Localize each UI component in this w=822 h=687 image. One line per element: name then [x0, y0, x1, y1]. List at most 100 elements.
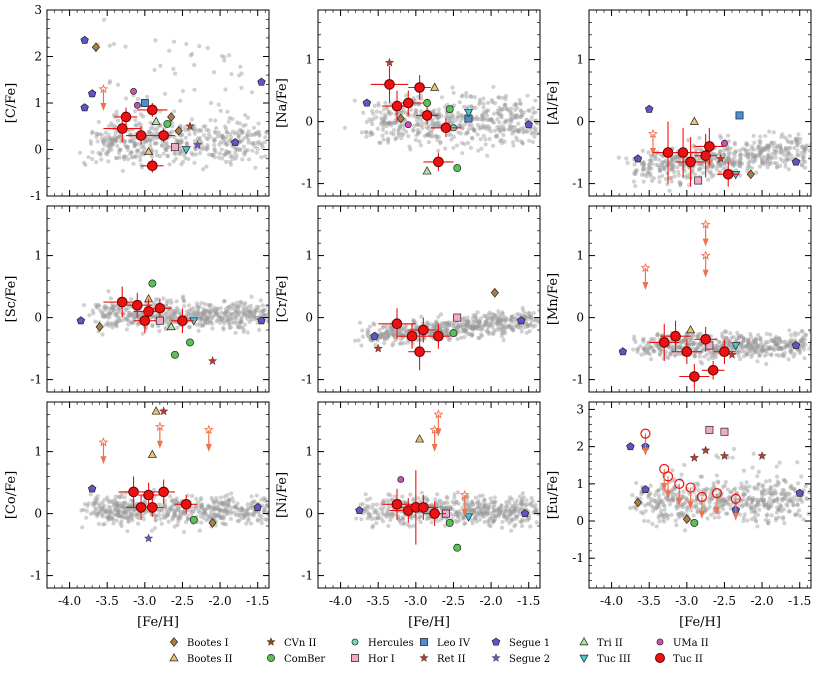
halo-star-point — [227, 325, 232, 331]
point-ret-ii — [373, 343, 383, 353]
halo-star-point — [462, 334, 467, 340]
halo-star-point — [152, 513, 157, 518]
point-comber — [453, 164, 462, 173]
halo-star-point — [463, 319, 468, 324]
halo-star-point — [98, 308, 103, 313]
halo-star-point — [775, 343, 781, 348]
halo-star-point — [217, 507, 222, 512]
halo-star-point — [184, 140, 189, 146]
halo-star-point — [384, 324, 389, 329]
halo-star-point — [773, 340, 778, 345]
halo-star-point — [470, 333, 475, 338]
halo-star-point — [656, 345, 661, 350]
halo-star-point — [252, 317, 257, 322]
halo-star-point — [768, 345, 773, 350]
halo-star-point — [252, 132, 258, 137]
halo-star-point — [212, 512, 218, 517]
halo-star-point — [248, 314, 253, 319]
halo-star-point — [162, 504, 167, 509]
halo-star-point — [499, 112, 504, 118]
halo-star-point — [747, 164, 752, 169]
halo-star-point — [749, 151, 754, 156]
tuc2-point — [147, 502, 158, 513]
halo-star-point — [153, 297, 158, 302]
halo-star-point — [105, 321, 110, 327]
halo-star-point — [126, 322, 131, 327]
halo-star-point — [102, 521, 107, 527]
halo-star-point — [99, 157, 104, 162]
halo-star-point — [124, 316, 129, 321]
halo-star-point — [513, 115, 518, 120]
halo-star-point — [497, 120, 502, 125]
halo-star-point — [170, 313, 175, 318]
halo-star-point — [721, 167, 726, 172]
halo-star-point — [512, 508, 517, 513]
halo-star-point — [174, 310, 179, 315]
halo-star-point — [171, 316, 176, 321]
halo-star-point — [238, 147, 243, 152]
halo-star-point — [384, 123, 389, 129]
halo-star-point — [671, 345, 676, 350]
halo-star-point — [464, 329, 469, 334]
halo-star-point — [504, 500, 509, 505]
halo-star-point — [108, 136, 113, 141]
halo-star-point — [195, 309, 201, 314]
halo-star-point — [196, 328, 201, 333]
halo-star-point — [178, 510, 183, 515]
halo-star-point — [759, 341, 764, 346]
panel-plot-area — [79, 406, 269, 543]
halo-star-point — [193, 506, 198, 512]
halo-star-point — [798, 136, 803, 142]
halo-star-point — [502, 139, 507, 144]
halo-star-point — [509, 111, 514, 116]
halo-star-point — [514, 312, 520, 317]
tuc2-point — [406, 330, 418, 342]
halo-star-point — [509, 117, 514, 122]
halo-star-point — [360, 501, 366, 507]
halo-star-point — [259, 521, 264, 526]
halo-star-point — [405, 340, 410, 345]
halo-star-point — [736, 353, 741, 358]
halo-star-point — [640, 168, 645, 173]
halo-star-point — [247, 309, 253, 315]
halo-star-point — [678, 181, 683, 186]
halo-star-point — [236, 508, 241, 513]
halo-star-point — [491, 505, 496, 510]
halo-star-point — [193, 505, 198, 510]
halo-star-point — [244, 316, 250, 321]
halo-star-point — [533, 509, 539, 514]
halo-star-point — [468, 325, 473, 330]
halo-star-point — [420, 125, 425, 131]
halo-star-point — [438, 312, 444, 317]
halo-star-point — [419, 337, 424, 342]
halo-star-point — [94, 134, 99, 140]
halo-star-point — [241, 136, 246, 141]
halo-star-point — [504, 514, 509, 520]
halo-star-point — [368, 496, 373, 501]
halo-star-point — [384, 336, 389, 341]
halo-star-point — [493, 499, 498, 504]
halo-star-point — [109, 142, 115, 147]
halo-star-point — [136, 121, 142, 126]
halo-star-point — [616, 155, 621, 160]
halo-star-point — [503, 96, 508, 101]
halo-star-point — [713, 347, 718, 352]
halo-star-point — [243, 148, 248, 153]
halo-star-point — [253, 510, 258, 515]
halo-star-point — [700, 347, 705, 352]
halo-star-point — [403, 326, 408, 331]
halo-star-point — [656, 163, 661, 168]
panel-plot-area — [353, 287, 540, 371]
halo-star-point — [445, 500, 450, 505]
halo-star-point — [166, 511, 171, 516]
halo-star-point — [522, 325, 527, 330]
halo-star-point — [462, 141, 467, 147]
halo-star-point — [113, 139, 119, 144]
halo-star-point — [261, 313, 266, 319]
halo-star-point — [436, 112, 441, 118]
halo-star-point — [751, 338, 756, 343]
panel-frame — [46, 9, 270, 197]
point-bootes-i — [208, 518, 217, 528]
halo-star-point — [178, 144, 183, 149]
halo-star-point — [525, 324, 531, 329]
